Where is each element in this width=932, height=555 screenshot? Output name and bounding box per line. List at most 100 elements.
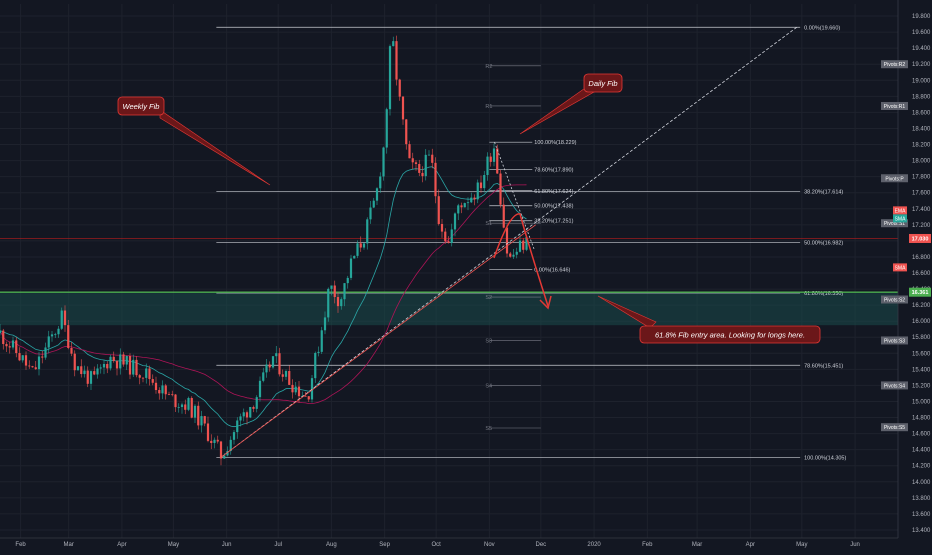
candle-down xyxy=(499,173,502,205)
candle-down xyxy=(447,241,450,244)
candle-up xyxy=(193,405,197,418)
candle-down xyxy=(122,354,125,365)
candle-down xyxy=(174,394,177,408)
y-tick-label: 18.800 xyxy=(912,94,931,100)
candle-down xyxy=(333,285,336,298)
x-tick-label: Nov xyxy=(484,542,495,548)
current-price-tag-label: 17.030 xyxy=(912,236,929,242)
candle-down xyxy=(115,360,119,369)
candle-up xyxy=(515,251,518,255)
candle-down xyxy=(167,394,171,396)
candle-down xyxy=(67,325,70,348)
candle-up xyxy=(369,207,372,220)
candle-up xyxy=(470,197,473,203)
entry-zone-layer xyxy=(0,293,898,326)
weekly-fib-note: Weekly Fib xyxy=(117,96,165,116)
candle-up xyxy=(271,356,275,368)
candle-up xyxy=(47,336,50,348)
daily-fib-label: 100.00%(18.229) xyxy=(534,140,576,146)
y-tick-label: 15.200 xyxy=(912,383,931,389)
candle-down xyxy=(288,371,291,385)
candle-up xyxy=(392,41,395,47)
y-tick-label: 18.200 xyxy=(912,143,931,149)
pivot-tag-label: Pivots:S5 xyxy=(884,425,905,431)
x-tick-label: Oct xyxy=(431,542,441,548)
candle-up xyxy=(180,404,184,407)
candle-up xyxy=(232,432,236,440)
pivot-tag-label: Pivots:S3 xyxy=(884,338,905,344)
candle-up xyxy=(343,283,346,300)
candle-up xyxy=(294,386,297,393)
pivot-tag-label: Pivots:S2 xyxy=(884,298,905,304)
candle-up xyxy=(249,407,252,418)
x-tick-label: Apr xyxy=(746,542,755,548)
candle-down xyxy=(219,441,223,459)
candle-up xyxy=(44,347,47,358)
pivot-tag xyxy=(881,423,908,432)
candle-down xyxy=(206,423,210,441)
pivot-tag xyxy=(881,336,908,345)
candle-up xyxy=(242,412,245,417)
candle-down xyxy=(297,386,301,397)
x-tick-label: Mar xyxy=(692,542,702,548)
green-level-tag-label: 16.361 xyxy=(912,290,929,296)
pivot-tag-label: Pivots:P xyxy=(885,176,904,182)
candle-up xyxy=(177,406,180,408)
candle-up xyxy=(466,202,470,204)
candle-down xyxy=(154,382,158,391)
daily-fib-label: 0.00%(16.646) xyxy=(534,267,570,273)
weekly-fib-label: 78.60%(15.451) xyxy=(804,363,843,369)
candle-down xyxy=(522,240,525,250)
candle-down xyxy=(141,377,145,379)
candle-up xyxy=(372,200,375,208)
y-tick-label: 15.800 xyxy=(912,335,931,341)
candle-up xyxy=(476,182,479,200)
y-tick-label: 18.400 xyxy=(912,126,931,132)
candle-down xyxy=(70,347,73,354)
candle-up xyxy=(379,176,382,189)
candle-down xyxy=(8,346,11,348)
daily-fib-label: 38.20%(17.251) xyxy=(534,219,573,225)
x-tick-label: Sep xyxy=(379,542,390,548)
candle-down xyxy=(73,353,76,371)
pivot-tag-label: Pivots:R2 xyxy=(884,62,906,68)
candle-up xyxy=(310,378,314,400)
grid-layer xyxy=(0,4,898,538)
pivot-tag xyxy=(881,381,908,390)
candle-down xyxy=(252,407,255,409)
candle-up xyxy=(262,372,265,381)
ma-cyan-line xyxy=(0,166,527,428)
y-tick-label: 13.400 xyxy=(912,528,931,534)
candle-up xyxy=(362,243,366,248)
y-tick-label: 15.000 xyxy=(912,399,931,405)
candle-up xyxy=(54,334,57,336)
moving-averages-layer xyxy=(0,166,527,428)
candle-up xyxy=(236,420,239,433)
pivot-label: S1 xyxy=(485,221,492,227)
candle-down xyxy=(505,227,509,254)
candle-down xyxy=(291,384,294,393)
x-tick-label: Dec xyxy=(536,542,547,548)
candle-up xyxy=(60,310,63,329)
pivot-label: R2 xyxy=(485,64,492,70)
candle-down xyxy=(479,182,483,189)
candle-down xyxy=(197,405,200,426)
entry-area-note-text: 61.8% Fib entry area. Looking for longs … xyxy=(655,330,805,339)
candle-down xyxy=(151,379,154,383)
pivot-tag-label: Pivots:S1 xyxy=(884,221,905,227)
indicator-tag-label: SMA xyxy=(895,216,907,222)
candle-down xyxy=(437,196,440,224)
pivot-tag-label: Pivots:R1 xyxy=(884,104,906,110)
x-tick-label: 2020 xyxy=(587,542,601,548)
candle-up xyxy=(457,205,460,214)
candle-up xyxy=(317,351,320,353)
candle-up xyxy=(388,46,392,110)
candle-down xyxy=(307,396,310,400)
candle-down xyxy=(395,41,398,80)
candle-down xyxy=(80,366,83,375)
daily-fib-label: 50.00%(17.438) xyxy=(534,204,573,210)
candle-down xyxy=(336,297,340,307)
candle-up xyxy=(275,353,278,357)
